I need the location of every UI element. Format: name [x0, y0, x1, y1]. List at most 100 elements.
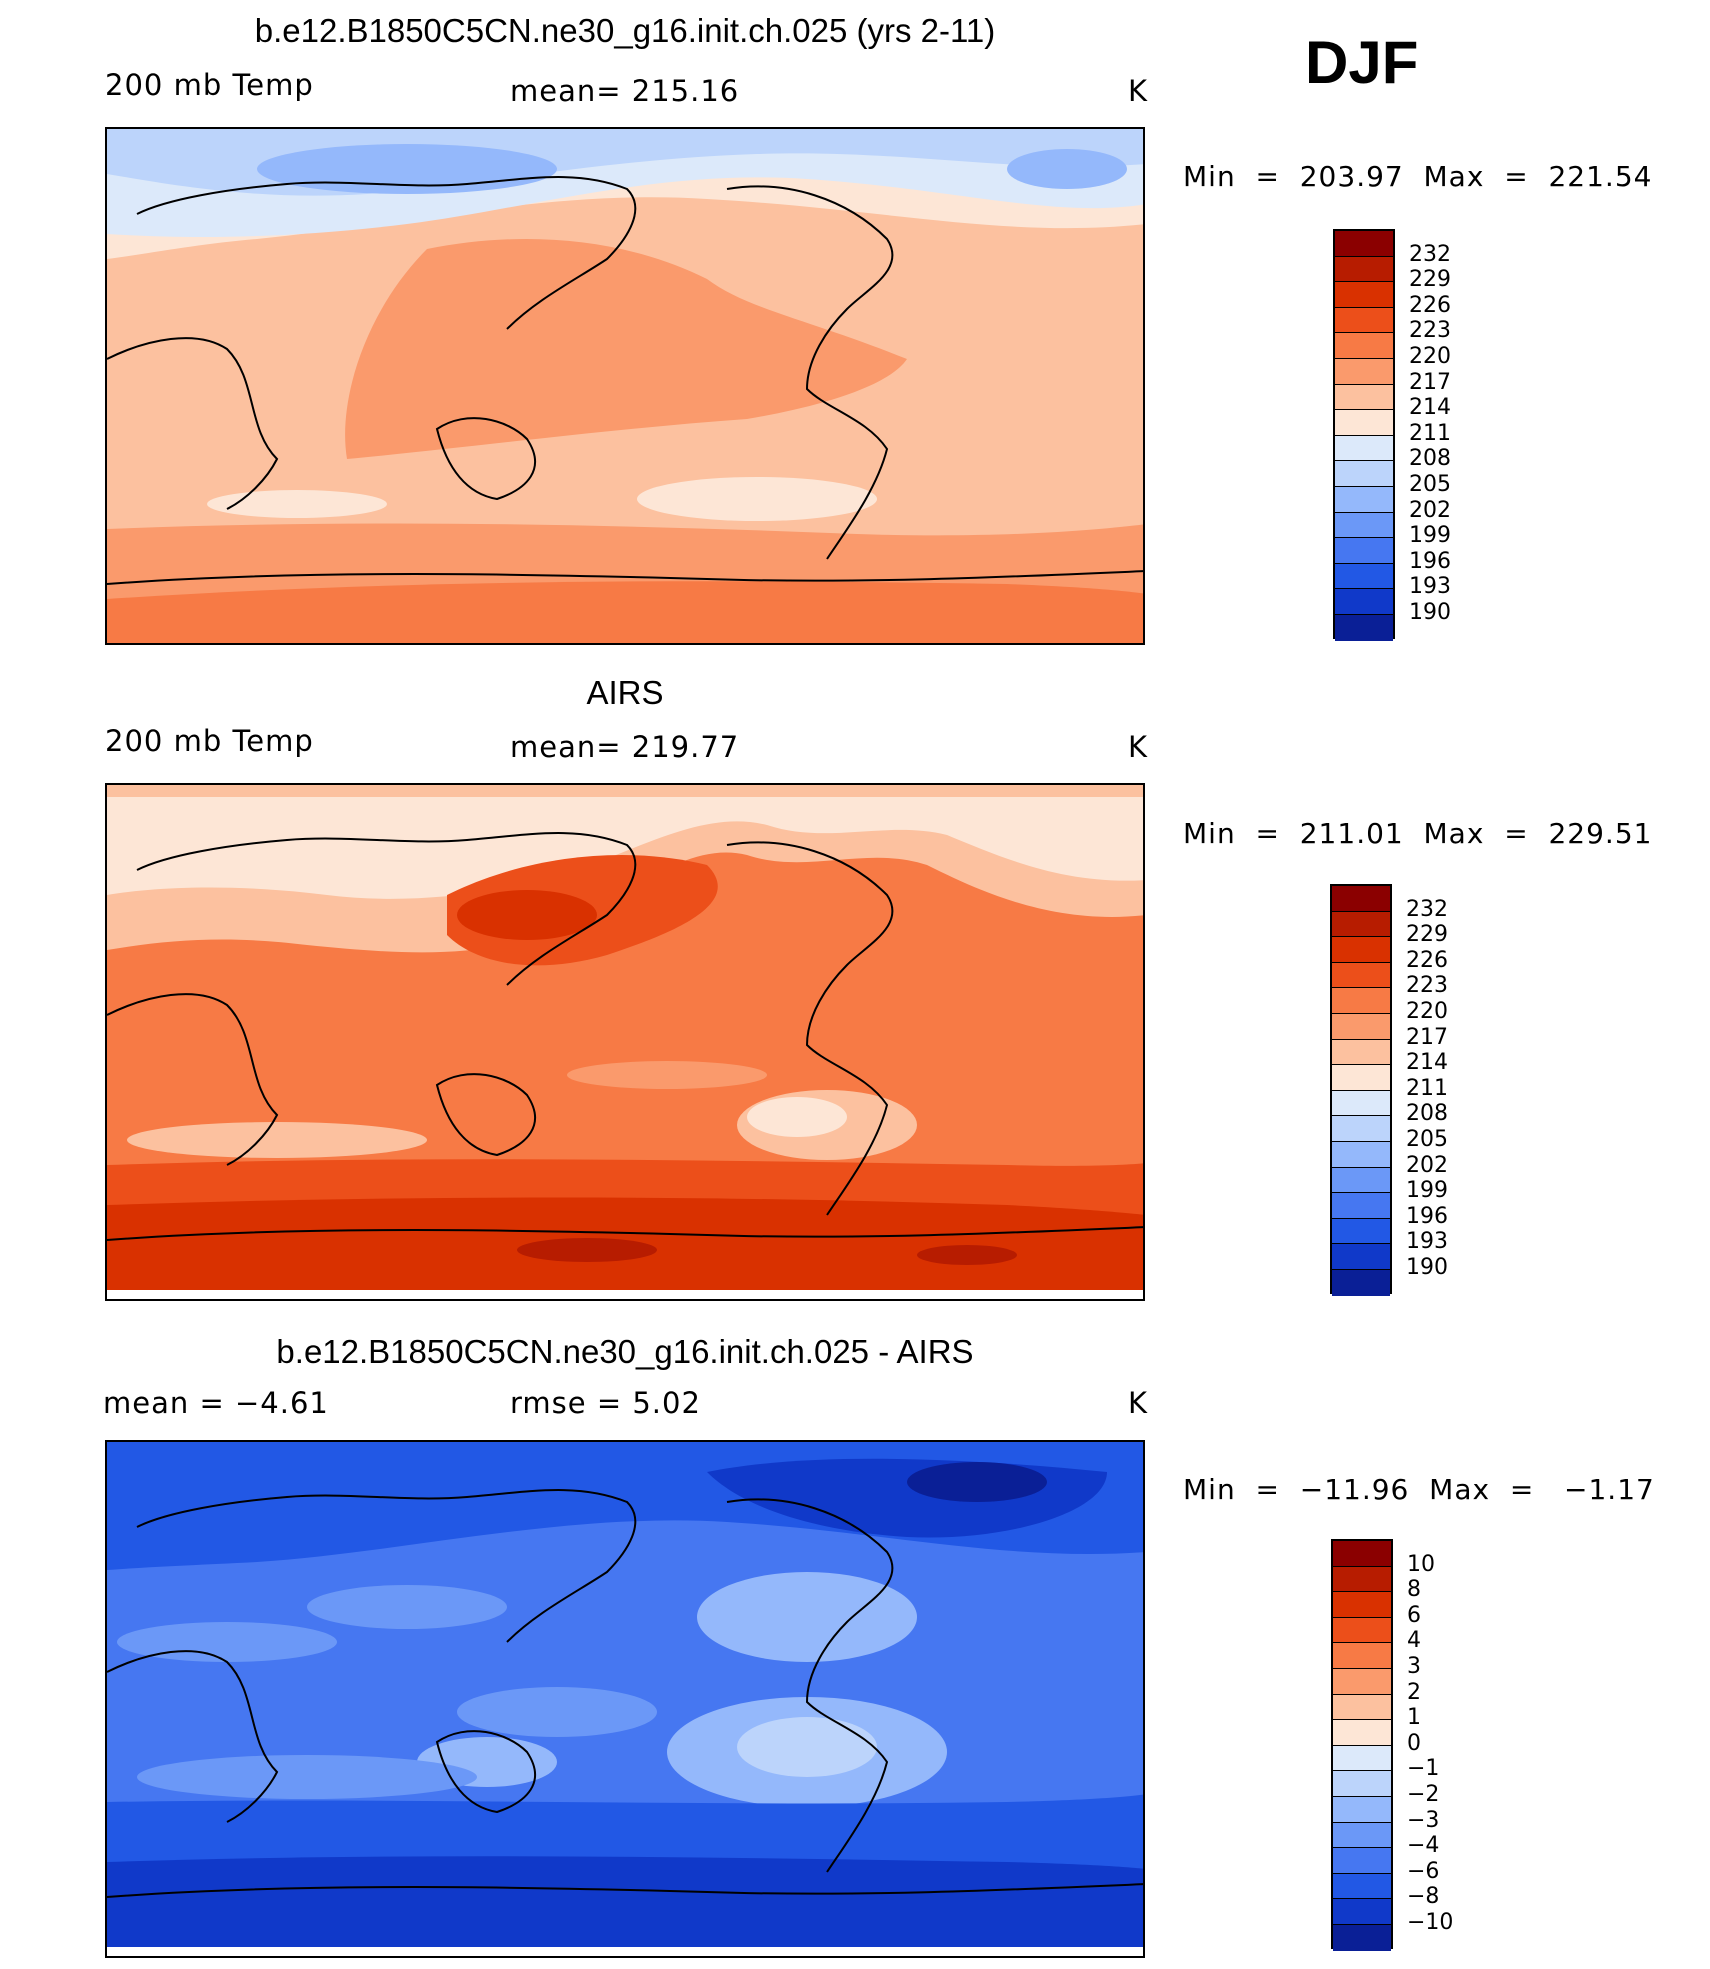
- colorbar-swatch: [1335, 333, 1393, 359]
- colorbar-swatch: [1335, 256, 1393, 283]
- colorbar-swatch: [1332, 1269, 1390, 1296]
- colorbar-swatch: [1333, 1848, 1391, 1874]
- colorbar-tick-label: 214: [1406, 1050, 1448, 1076]
- colorbar-tick-label: 193: [1406, 1229, 1448, 1255]
- colorbar-tick-label: 226: [1406, 947, 1448, 973]
- colorbar-swatch: [1335, 307, 1393, 334]
- colorbar-tick-label: 190: [1406, 1255, 1448, 1280]
- colorbar-swatch: [1335, 358, 1393, 385]
- panel1-contour-field: [107, 129, 1143, 643]
- panel3-contour-field: [107, 1442, 1143, 1956]
- colorbar-swatch: [1333, 1617, 1391, 1644]
- colorbar-tick-label: 199: [1409, 523, 1451, 549]
- colorbar-swatch: [1333, 1668, 1391, 1695]
- colorbar-tick-label: 6: [1407, 1602, 1421, 1628]
- colorbar-swatch: [1335, 538, 1393, 564]
- panel2-map: [105, 783, 1145, 1301]
- colorbar-swatch: [1333, 1873, 1391, 1900]
- colorbar-swatch: [1333, 1745, 1391, 1772]
- colorbar-swatch: [1335, 563, 1393, 590]
- colorbar-swatch: [1332, 1141, 1390, 1168]
- panel1-center-label: mean= 215.16: [510, 74, 740, 108]
- colorbar-tick-label: 232: [1409, 241, 1451, 267]
- colorbar-tick-label: 3: [1407, 1654, 1421, 1679]
- colorbar-tick-label: 223: [1409, 318, 1451, 344]
- colorbar-swatch: [1333, 1541, 1391, 1567]
- colorbar-swatch: [1332, 1039, 1390, 1066]
- colorbar-swatch: [1333, 1643, 1391, 1669]
- panel2-units: K: [1128, 730, 1149, 764]
- colorbar-swatch: [1333, 1796, 1391, 1823]
- colorbar-tick-label: 202: [1406, 1152, 1448, 1178]
- panel2-contour-field: [107, 785, 1143, 1299]
- colorbar-tick-label: 2: [1407, 1679, 1421, 1705]
- colorbar-tick-label: −6: [1407, 1858, 1440, 1884]
- colorbar-tick-label: 0: [1407, 1730, 1421, 1756]
- colorbar-swatch: [1332, 1090, 1390, 1117]
- colorbar-tick-label: 217: [1409, 369, 1451, 395]
- colorbar-tick-label: 226: [1409, 292, 1451, 318]
- colorbar-swatch: [1333, 1771, 1391, 1797]
- colorbar-swatch: [1332, 962, 1390, 989]
- season-label: DJF: [1305, 29, 1419, 96]
- panel3-center-label: rmse = 5.02: [510, 1386, 701, 1420]
- colorbar-tick-label: 196: [1409, 548, 1451, 574]
- colorbar-tick-label: 205: [1406, 1127, 1448, 1152]
- colorbar-tick-label: 229: [1406, 922, 1448, 948]
- colorbar-tick-label: 205: [1409, 472, 1451, 497]
- colorbar-swatch: [1333, 1924, 1391, 1951]
- colorbar-swatch: [1333, 1720, 1391, 1746]
- colorbar-tick-label: 223: [1406, 973, 1448, 999]
- colorbar-tick-label: 190: [1409, 600, 1451, 625]
- colorbar-tick-label: 208: [1409, 446, 1451, 472]
- colorbar-tick-label: 214: [1409, 395, 1451, 421]
- colorbar-tick-label: 217: [1406, 1024, 1448, 1050]
- colorbar-swatch: [1332, 1193, 1390, 1219]
- colorbar-swatch: [1332, 1013, 1390, 1040]
- colorbar-tick-label: 220: [1406, 999, 1448, 1024]
- colorbar-tick-label: 229: [1409, 267, 1451, 293]
- colorbar-swatch: [1332, 886, 1390, 912]
- colorbar-swatch: [1335, 461, 1393, 487]
- colorbar-swatch: [1332, 1244, 1390, 1270]
- colorbar-swatch: [1332, 937, 1390, 963]
- colorbar-swatch: [1335, 614, 1393, 641]
- colorbar-swatch: [1335, 410, 1393, 436]
- colorbar-tick-label: 196: [1406, 1203, 1448, 1229]
- colorbar-swatch: [1332, 1065, 1390, 1091]
- panel3-minmax: Min = −11.96 Max = −1.17: [1183, 1473, 1655, 1506]
- colorbar-tick-label: 1: [1407, 1705, 1421, 1731]
- colorbar-tick-label: −10: [1407, 1910, 1454, 1935]
- colorbar-tick-label: 8: [1407, 1577, 1421, 1603]
- colorbar-swatch: [1333, 1694, 1391, 1721]
- colorbar-swatch: [1335, 486, 1393, 513]
- panel3-title: b.e12.B1850C5CN.ne30_g16.init.ch.025 - A…: [276, 1333, 974, 1370]
- panel3-map: [105, 1440, 1145, 1958]
- colorbar-swatch: [1335, 589, 1393, 615]
- panel2-colorbar-swatches: [1330, 884, 1392, 1296]
- colorbar-tick-label: −1: [1407, 1756, 1440, 1782]
- colorbar-swatch: [1333, 1822, 1391, 1849]
- panel3-colorbar-swatches: [1331, 1539, 1393, 1951]
- colorbar-tick-label: −2: [1407, 1782, 1440, 1807]
- colorbar-tick-label: −8: [1407, 1884, 1440, 1910]
- panel1-units: K: [1128, 74, 1149, 108]
- colorbar-swatch: [1335, 512, 1393, 539]
- panel2-title: AIRS: [586, 674, 664, 711]
- panel2-minmax: Min = 211.01 Max = 229.51: [1183, 817, 1653, 850]
- colorbar-tick-label: 211: [1406, 1075, 1448, 1101]
- colorbar-tick-label: 193: [1409, 574, 1451, 600]
- colorbar-swatch: [1335, 435, 1393, 462]
- colorbar-tick-label: 211: [1409, 420, 1451, 446]
- colorbar-tick-label: 10: [1407, 1551, 1435, 1577]
- colorbar-swatch: [1332, 1116, 1390, 1142]
- colorbar-tick-label: 202: [1409, 497, 1451, 523]
- panel2-center-label: mean= 219.77: [510, 730, 740, 764]
- colorbar-tick-label: −4: [1407, 1833, 1440, 1859]
- colorbar-swatch: [1332, 1167, 1390, 1194]
- panel1-map: [105, 127, 1145, 645]
- colorbar-swatch: [1335, 282, 1393, 308]
- colorbar-tick-label: −3: [1407, 1807, 1440, 1833]
- colorbar-swatch: [1333, 1899, 1391, 1925]
- panel2-left-label: 200 mb Temp: [105, 724, 314, 758]
